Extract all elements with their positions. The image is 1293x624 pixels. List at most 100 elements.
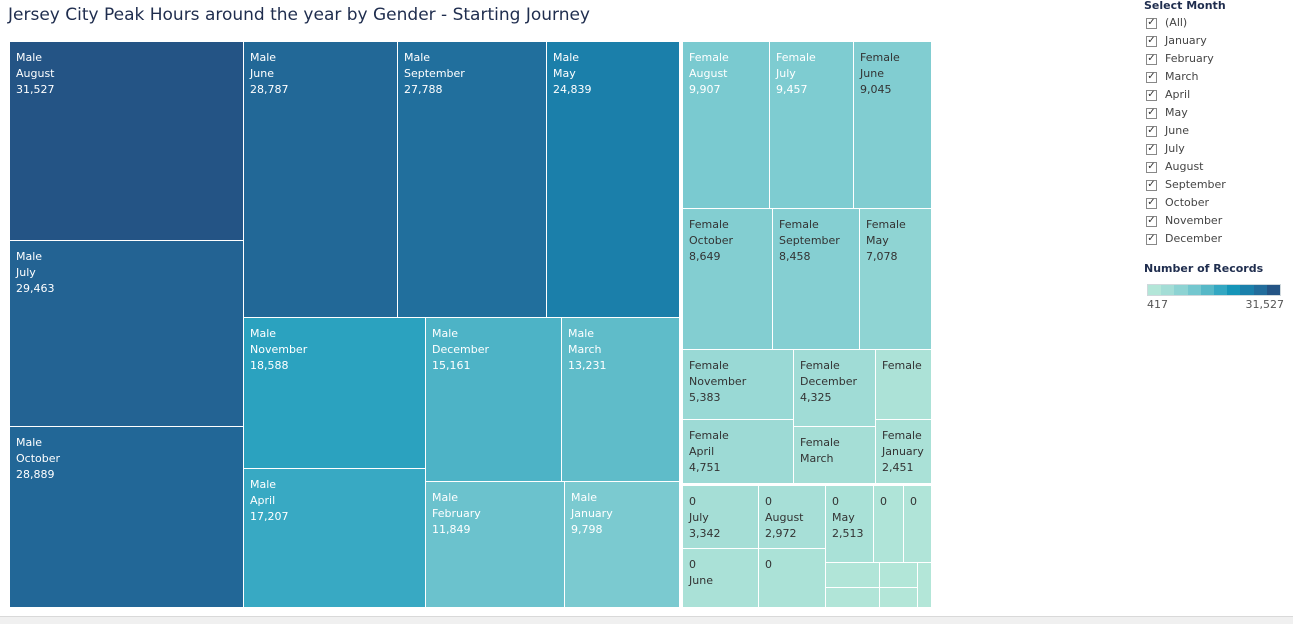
checkbox-checked-icon[interactable]: ✓ [1146,17,1157,29]
treemap-cell-zero-may[interactable]: 0 May 2,513 [826,486,874,563]
filter-option-may[interactable]: ✓ May [1144,104,1284,122]
cell-label: 7,078 [866,250,898,263]
filter-option-all[interactable]: ✓ (All) [1144,14,1284,32]
filter-option-june[interactable]: ✓ June [1144,122,1284,140]
cell-label: Female [689,218,729,231]
cell-label: 8,649 [689,250,721,263]
cell-label: 27,788 [404,83,443,96]
treemap-cell-male-january[interactable]: Male January 9,798 [565,482,680,608]
treemap-cell-zero-s4[interactable] [826,588,880,608]
cell-label: Female [779,218,819,231]
filter-option-october[interactable]: ✓ October [1144,194,1284,212]
filter-option-april[interactable]: ✓ April [1144,86,1284,104]
treemap-cell-male-april[interactable]: Male April 17,207 [244,469,426,608]
cell-label: Female [800,359,840,372]
filter-option-label: March [1165,70,1199,83]
checkbox-checked-icon[interactable]: ✓ [1146,53,1157,65]
checkbox-checked-icon[interactable]: ✓ [1146,35,1157,47]
filter-option-label: October [1165,196,1210,209]
treemap-cell-zero-s1[interactable] [826,563,880,588]
cell-label: Male [16,51,43,64]
legend-min-label: 417 [1147,298,1168,311]
treemap-cell-zero-s6[interactable] [918,588,932,608]
cell-label: Male [568,327,595,340]
cell-label: Female [860,51,900,64]
cell-label: 0 [689,495,696,508]
cell-label: October [16,452,61,465]
treemap-cell-zero-s2[interactable] [880,563,918,588]
treemap-cell-female-june[interactable]: Female June 9,045 [854,42,932,209]
treemap-cell-zero-c[interactable]: 0 [759,549,826,608]
filter-option-label: February [1165,52,1214,65]
cell-label: August [16,67,55,80]
checkbox-checked-icon[interactable]: ✓ [1146,71,1157,83]
cell-label: June [860,67,884,80]
treemap-cell-female-january[interactable]: Female January 2,451 [876,420,932,484]
treemap-cell-female-december[interactable]: Female December 4,325 [794,350,876,427]
checkbox-checked-icon[interactable]: ✓ [1146,161,1157,173]
treemap-cell-female-march[interactable]: Female March [794,427,876,484]
filter-option-december[interactable]: ✓ December [1144,230,1284,248]
legend-swatch [1200,285,1215,295]
checkbox-checked-icon[interactable]: ✓ [1146,233,1157,245]
treemap-cell-male-august[interactable]: Male August 31,527 [10,42,244,241]
cell-label: 2,451 [882,461,914,474]
filter-option-label: August [1165,160,1204,173]
treemap-cell-female-september[interactable]: Female September 8,458 [773,209,860,350]
filter-option-july[interactable]: ✓ July [1144,140,1284,158]
legend-swatch [1253,285,1267,295]
month-filter: Select Month ✓ (All) ✓ January ✓ February ✓ Mar… [1144,0,1284,248]
checkbox-checked-icon[interactable]: ✓ [1146,89,1157,101]
treemap-cell-male-october[interactable]: Male October 28,889 [10,427,244,608]
treemap-cell-female-small[interactable]: Female [876,350,932,420]
cell-label: Female [882,359,922,372]
filter-option-label: July [1165,142,1185,155]
treemap-cell-female-april[interactable]: Female April 4,751 [683,420,794,484]
checkbox-checked-icon[interactable]: ✓ [1146,215,1157,227]
checkbox-checked-icon[interactable]: ✓ [1146,179,1157,191]
cell-label: 0 [880,495,887,508]
treemap-cell-male-july[interactable]: Male July 29,463 [10,241,244,427]
checkbox-checked-icon[interactable]: ✓ [1146,143,1157,155]
cell-label: 2,513 [832,527,864,540]
treemap-cell-female-july[interactable]: Female July 9,457 [770,42,854,209]
treemap-cell-female-october[interactable]: Female October 8,649 [683,209,773,350]
treemap-cell-zero-a[interactable]: 0 [874,486,904,563]
treemap-cell-male-june[interactable]: Male June 28,787 [244,42,398,318]
filter-option-march[interactable]: ✓ March [1144,68,1284,86]
cell-label: 4,325 [800,391,832,404]
treemap-cell-male-may[interactable]: Male May 24,839 [547,42,680,318]
status-bar [0,616,1293,624]
treemap-cell-zero-august[interactable]: 0 August 2,972 [759,486,826,549]
treemap-cell-male-november[interactable]: Male November 18,588 [244,318,426,469]
treemap-cell-zero-june[interactable]: 0 June [683,549,759,608]
cell-label: 31,527 [16,83,55,96]
cell-label: 11,849 [432,523,471,536]
cell-label: July [776,67,796,80]
treemap-cell-male-march[interactable]: Male March 13,231 [562,318,680,482]
cell-label: January [882,445,924,458]
checkbox-checked-icon[interactable]: ✓ [1146,125,1157,137]
treemap-cell-female-november[interactable]: Female November 5,383 [683,350,794,420]
filter-option-label: January [1165,34,1207,47]
treemap-cell-male-december[interactable]: Male December 15,161 [426,318,562,482]
filter-option-august[interactable]: ✓ August [1144,158,1284,176]
filter-option-label: December [1165,232,1223,245]
checkbox-checked-icon[interactable]: ✓ [1146,197,1157,209]
cell-label: June [250,67,274,80]
filter-option-january[interactable]: ✓ January [1144,32,1284,50]
treemap-cell-female-august[interactable]: Female August 9,907 [683,42,770,209]
filter-option-september[interactable]: ✓ September [1144,176,1284,194]
treemap-cell-zero-july[interactable]: 0 July 3,342 [683,486,759,549]
checkbox-checked-icon[interactable]: ✓ [1146,107,1157,119]
cell-label: September [404,67,465,80]
filter-option-november[interactable]: ✓ November [1144,212,1284,230]
treemap-cell-male-february[interactable]: Male February 11,849 [426,482,565,608]
filter-option-february[interactable]: ✓ February [1144,50,1284,68]
treemap-cell-zero-b[interactable]: 0 [904,486,932,563]
treemap-cell-female-may[interactable]: Female May 7,078 [860,209,932,350]
treemap-cell-zero-s5[interactable] [880,588,918,608]
treemap-cell-male-september[interactable]: Male September 27,788 [398,42,547,318]
cell-label: 0 [765,495,772,508]
cell-label: Male [250,51,277,64]
